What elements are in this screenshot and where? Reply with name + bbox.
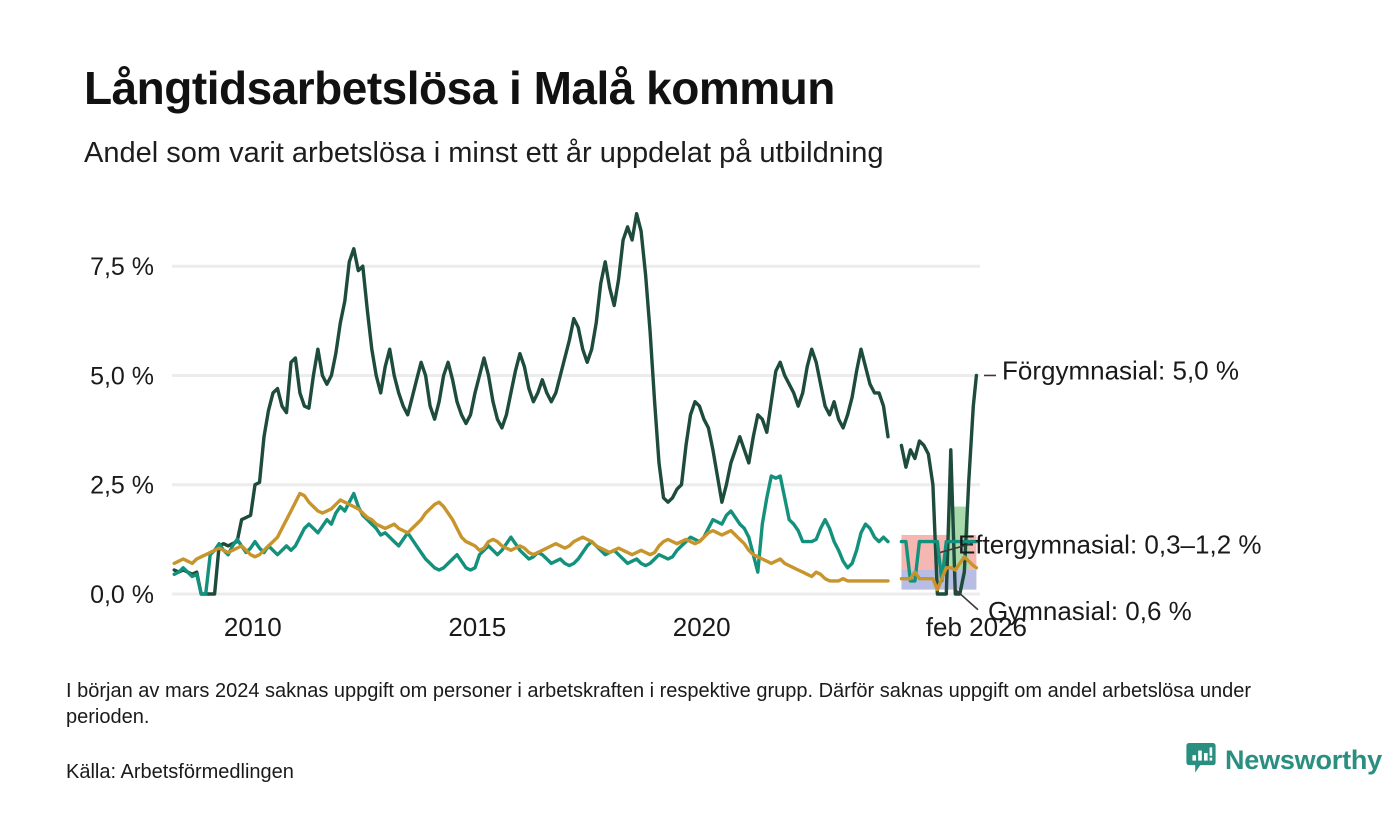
x-axis-tick-labels: 2010 2015 2020 feb 2026	[224, 612, 1027, 642]
bar-chart-speech-bubble-icon	[1186, 742, 1216, 779]
footnote-text: I början av mars 2024 saknas uppgift om …	[66, 680, 1252, 729]
series-line	[172, 474, 890, 596]
annotation-leader-line	[939, 542, 973, 554]
y-tick-label: 5,0 %	[90, 362, 154, 390]
y-tick-label: 7,5 %	[90, 253, 154, 281]
uncertainty-band	[901, 569, 977, 590]
source-text: Källa: Arbetsförmedlingen	[66, 760, 294, 783]
brand-name: Newsworthy	[1224, 745, 1382, 775]
series-line	[172, 491, 890, 583]
series-annotation-label: Eftergymnasial: 0,3–1,2 %	[958, 530, 1262, 560]
newsworthy-logo[interactable]: Newsworthy	[1186, 742, 1382, 779]
x-tick-label: 2015	[448, 612, 506, 642]
chart-header: Långtidsarbetslösa i Malå kommun Andel s…	[84, 62, 1324, 170]
series-annotations: Förgymnasial: 5,0 % Eftergymnasial: 0,3–1…	[939, 355, 1262, 626]
series-line	[899, 539, 979, 583]
x-tick-label: feb 2026	[926, 612, 1027, 642]
line-chart-svg: 0,0 % 2,5 % 5,0 % 7,5 % 2010 2015 2020 feb 202…	[90, 211, 1262, 642]
series-line	[172, 211, 890, 596]
y-tick-label: 2,5 %	[90, 472, 154, 500]
x-tick-label: 2010	[224, 612, 282, 642]
series-lines	[172, 211, 979, 596]
chart-subtitle: Andel som varit arbetslösa i minst ett å…	[84, 136, 884, 169]
page-title: Långtidsarbetslösa i Malå kommun	[84, 62, 835, 114]
annotation-leader-line	[953, 587, 979, 611]
chart-footer: I början av mars 2024 saknas uppgift om …	[66, 678, 1336, 784]
y-tick-label: 0,0 %	[90, 581, 154, 609]
chart-plot-area: 0,0 % 2,5 % 5,0 % 7,5 % 2010 2015 2020 feb 202…	[0, 200, 1400, 660]
series-annotation-label: Gymnasial: 0,6 %	[988, 596, 1192, 626]
x-tick-label: 2020	[673, 612, 731, 642]
series-line	[899, 555, 979, 592]
series-annotation-label: Förgymnasial: 5,0 %	[1002, 355, 1239, 385]
y-axis-tick-labels: 0,0 % 2,5 % 5,0 % 7,5 %	[90, 253, 154, 609]
gridlines	[172, 264, 980, 596]
